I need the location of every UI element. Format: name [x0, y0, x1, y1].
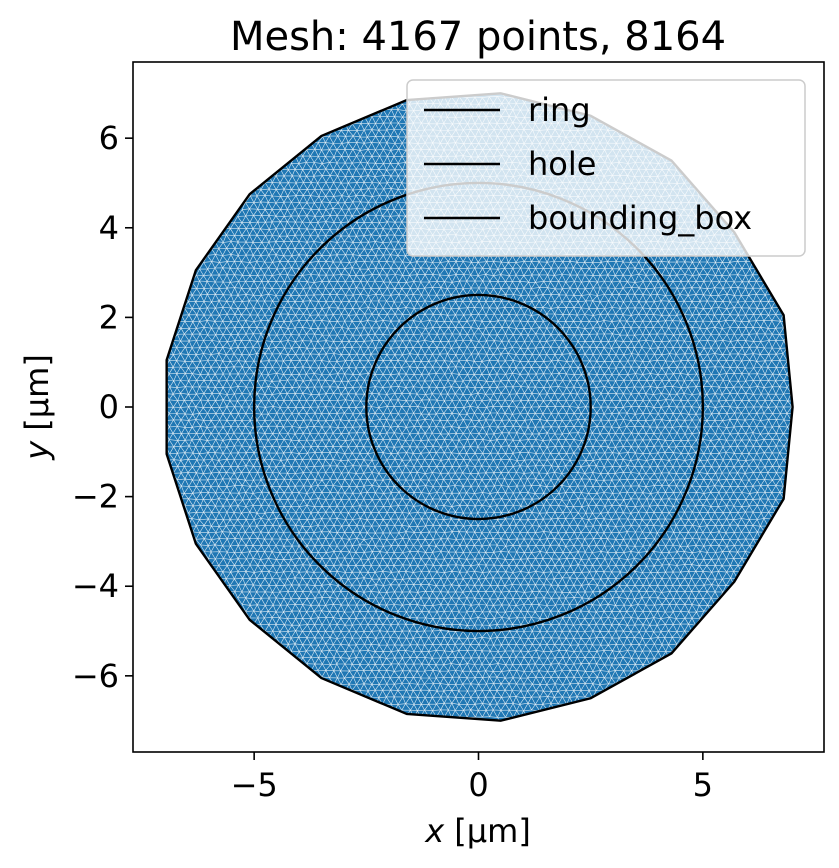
- x-axis-ticks: −5 0 5: [231, 752, 713, 804]
- y-tick-label: −6: [72, 657, 119, 695]
- legend-label-hole: hole: [528, 145, 596, 183]
- y-tick-label: 2: [99, 298, 119, 336]
- x-tick-label: 5: [693, 766, 713, 804]
- x-axis-label: x [µm]: [424, 812, 531, 850]
- legend-label-ring: ring: [528, 91, 591, 129]
- x-tick-label: 0: [468, 766, 488, 804]
- y-tick-label: 6: [99, 119, 119, 157]
- hole-circle: [365, 293, 592, 521]
- legend-label-bounding-box: bounding_box: [528, 199, 752, 237]
- y-axis-label: y [µm]: [18, 354, 56, 461]
- y-tick-label: 4: [99, 209, 119, 247]
- x-tick-label: −5: [231, 766, 278, 804]
- y-tick-label: −2: [72, 478, 119, 516]
- y-tick-label: −4: [72, 567, 119, 605]
- y-axis-ticks: −6 −4 −2 0 2 4 6: [72, 119, 133, 695]
- legend: ring hole bounding_box: [406, 79, 806, 257]
- legend-box: [406, 79, 806, 257]
- chart-title: Mesh: 4167 points, 8164: [230, 14, 726, 60]
- y-tick-label: 0: [99, 388, 119, 426]
